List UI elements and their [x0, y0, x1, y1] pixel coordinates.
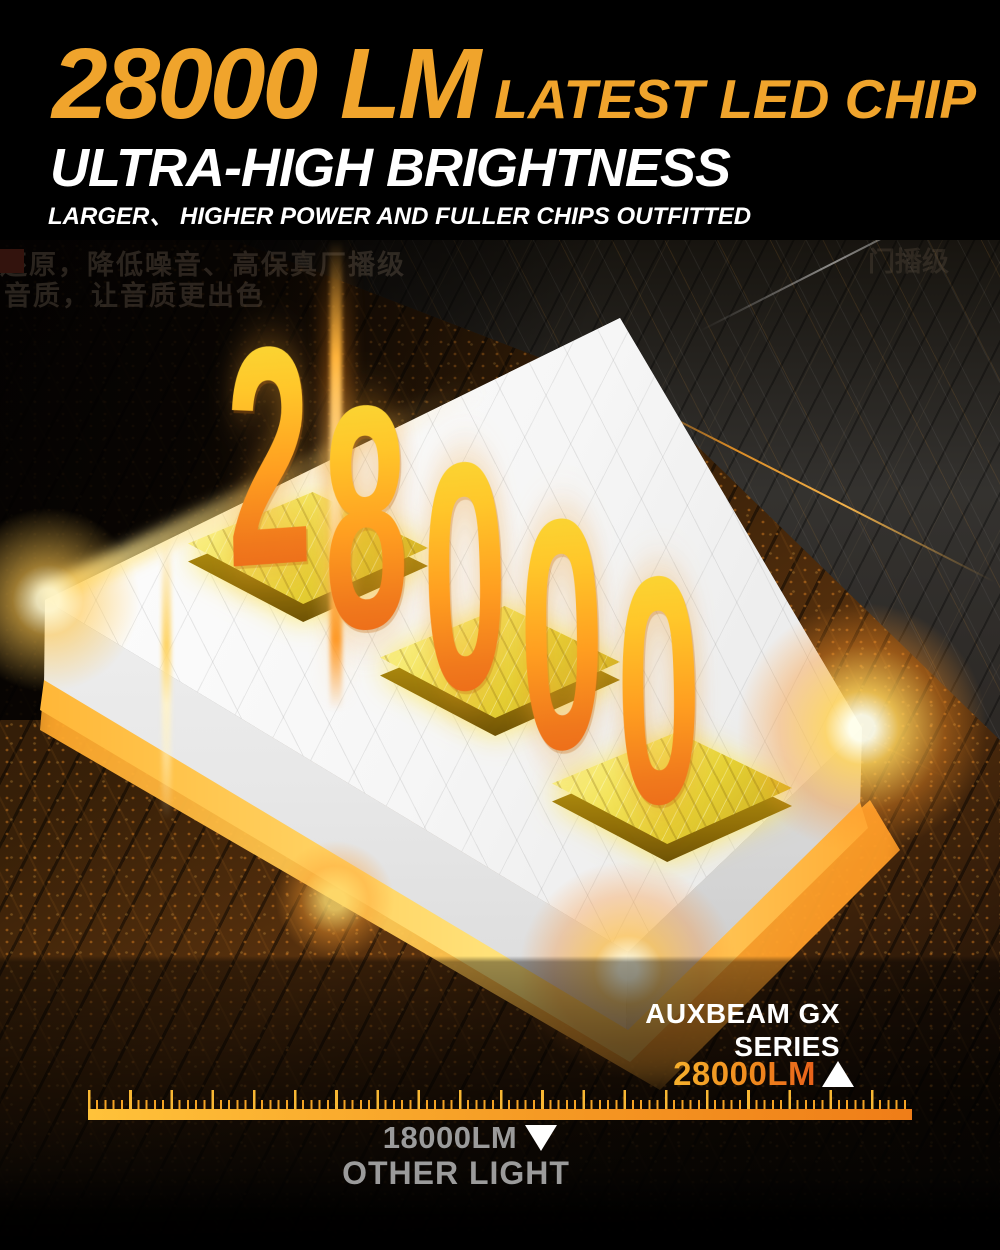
product-lumen-value: 28000LM	[673, 1055, 816, 1092]
comparison-ruler	[88, 1089, 912, 1120]
lumen-headline: 28000 LM	[52, 28, 481, 140]
other-lumen-row: 18000LM	[0, 1122, 940, 1153]
faint-background-text: 门播级	[868, 247, 949, 277]
faint-background-text: 音质，让音质更出色	[4, 281, 265, 311]
brand-line1: AUXBEAM GX	[645, 998, 840, 1029]
faint-background-text: 还原，降低噪音、高保真厂播级	[0, 250, 406, 280]
other-light-label: OTHER LIGHT	[342, 1155, 570, 1191]
subheadline: ULTRA-HIGH BRIGHTNESS	[50, 138, 731, 198]
ruler-major-ticks	[88, 1090, 912, 1109]
brand-line2: SERIES	[734, 1031, 840, 1062]
hero-scene: 2 8 0 0 0	[0, 240, 1000, 1250]
other-lumen-value: 18000LM	[382, 1120, 518, 1155]
product-lumen-row: 28000LM	[673, 1057, 854, 1090]
headline: 28000 LM LATEST LED CHIP	[52, 34, 976, 134]
up-triangle-icon	[822, 1060, 854, 1087]
tagline: LARGER、 HIGHER POWER AND FULLER CHIPS OU…	[48, 203, 752, 230]
brand-series-label: AUXBEAM GX SERIES	[645, 997, 840, 1063]
other-light-row: OTHER LIGHT	[0, 1155, 912, 1192]
header: 28000 LM LATEST LED CHIP ULTRA-HIGH BRIG…	[0, 0, 1000, 240]
headline-suffix: LATEST LED CHIP	[494, 68, 977, 130]
down-triangle-icon	[525, 1124, 558, 1151]
red-fragment	[0, 249, 24, 273]
ruler-bar	[88, 1109, 912, 1120]
